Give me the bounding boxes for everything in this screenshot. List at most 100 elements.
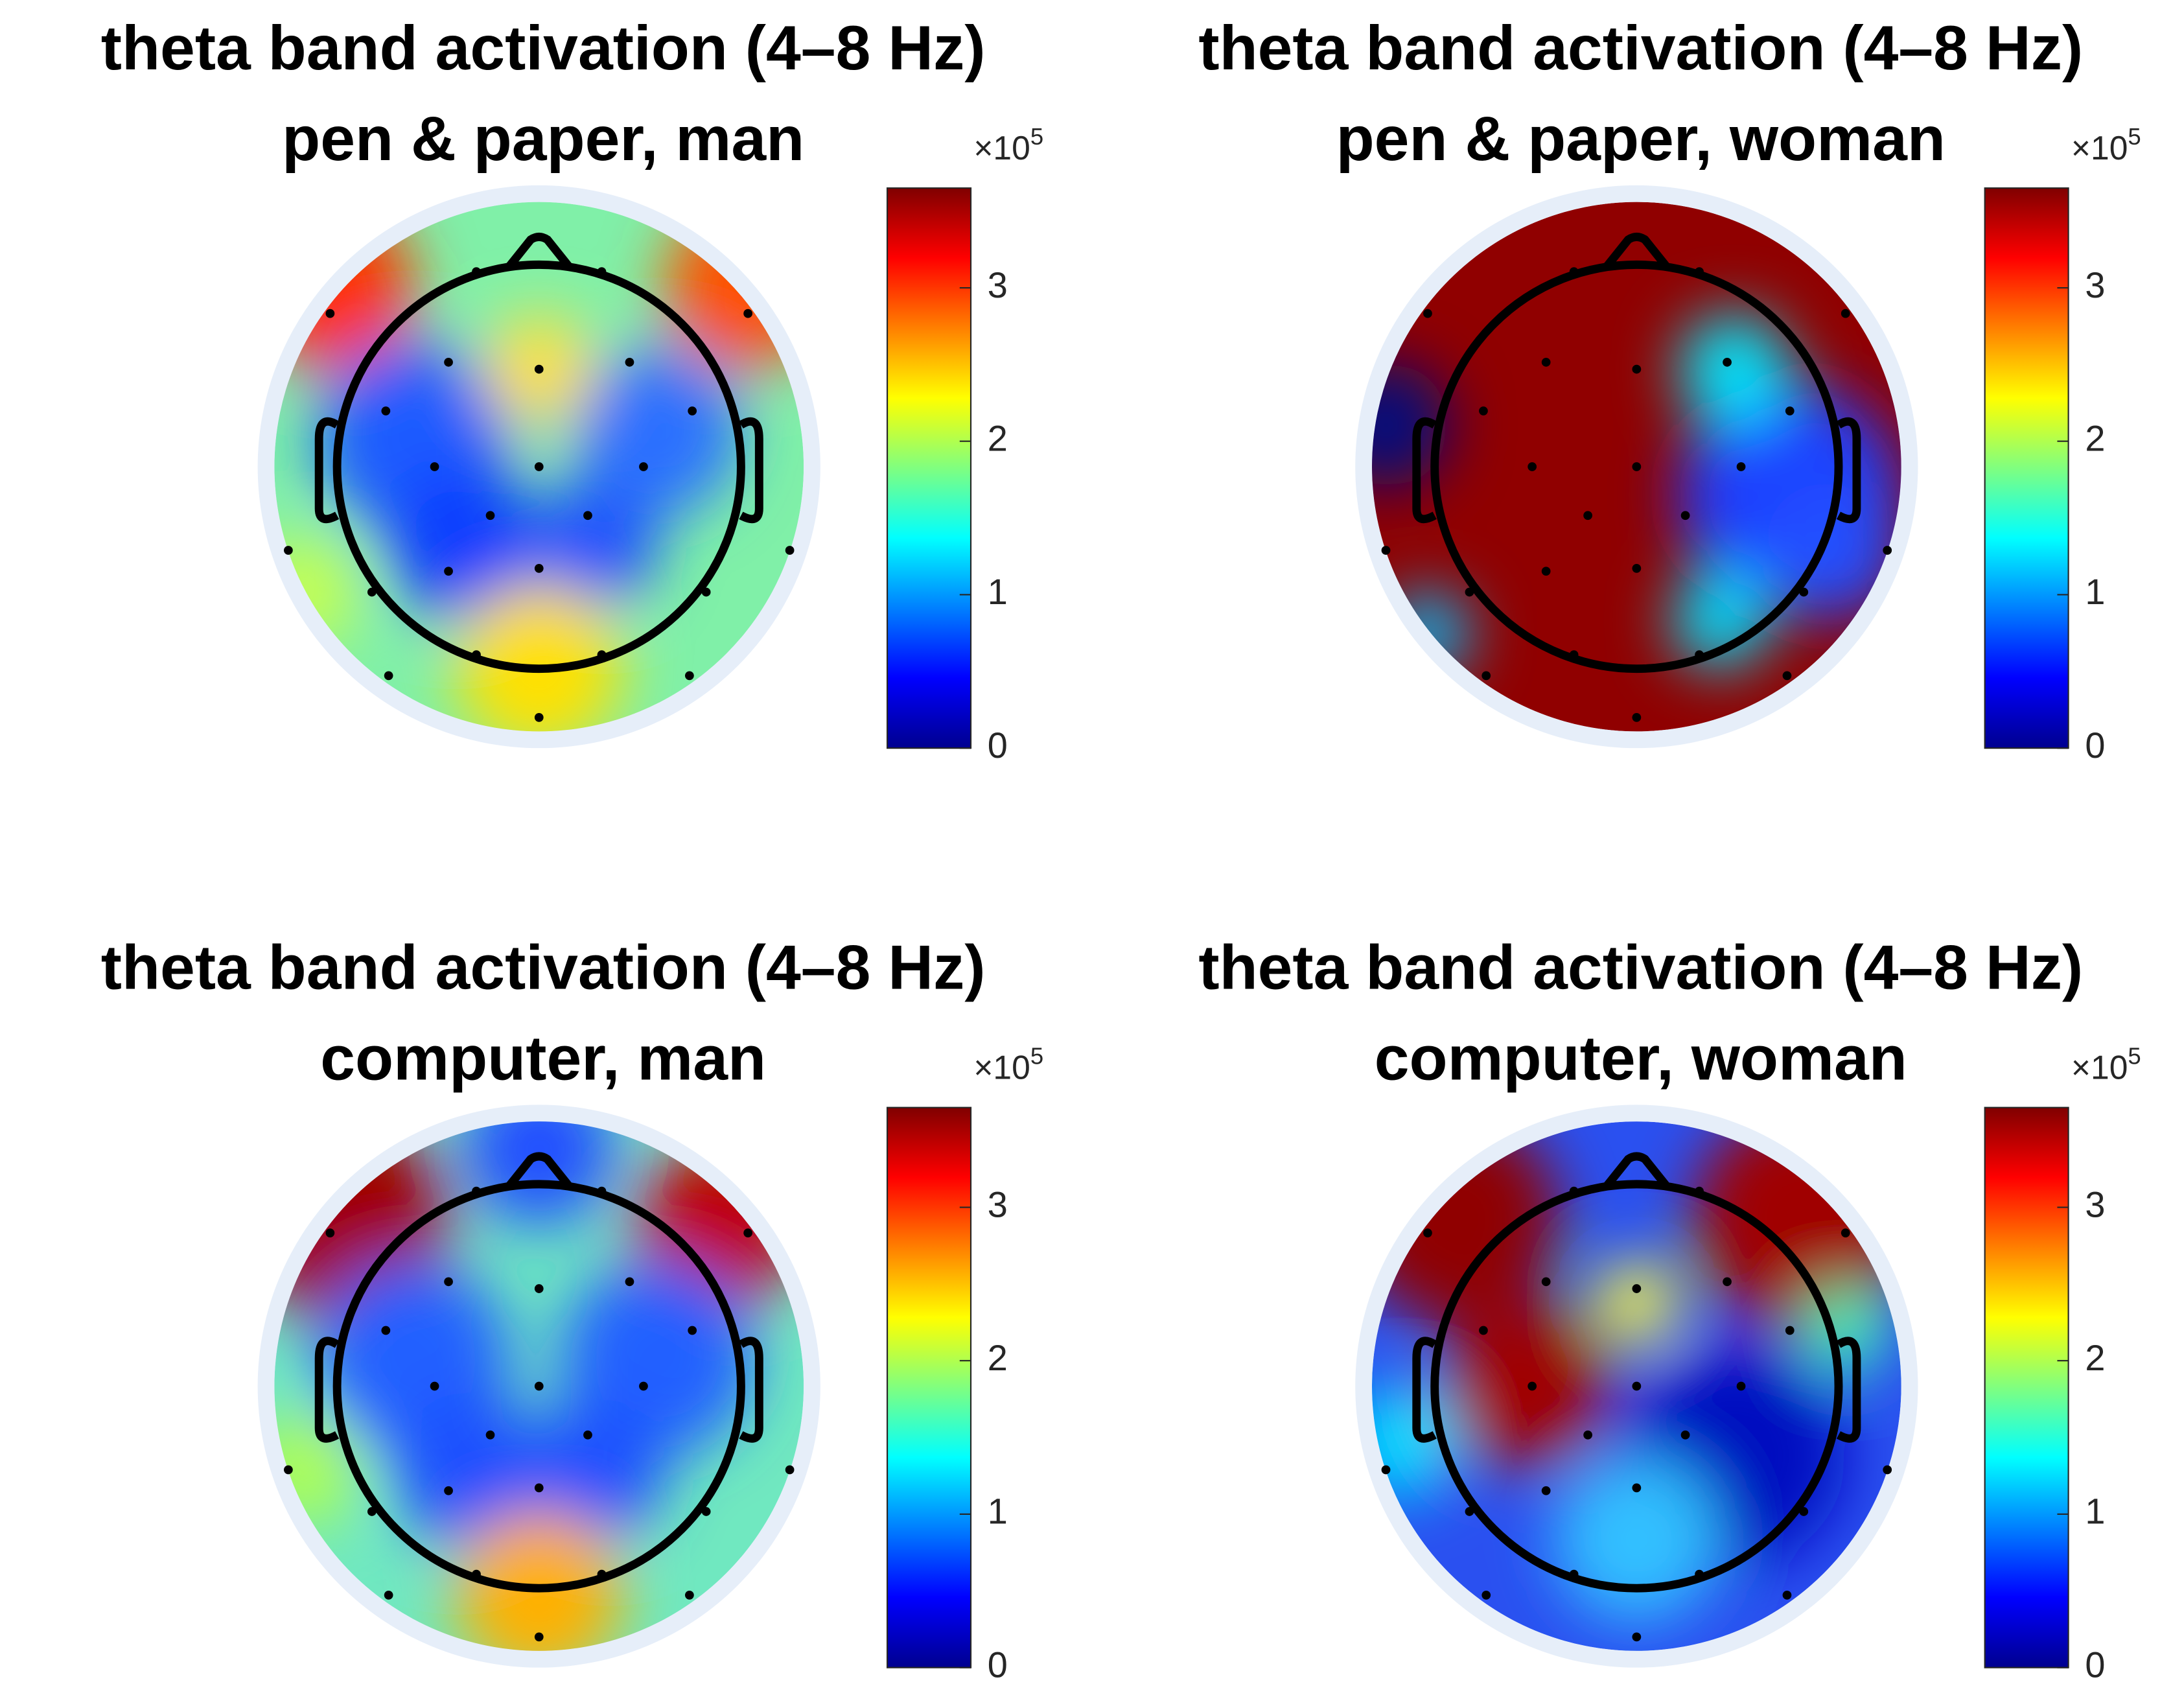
- electrode: [1381, 1465, 1391, 1475]
- electrode: [284, 1465, 293, 1475]
- electrode: [701, 1507, 711, 1516]
- topo-blob: [1441, 1302, 1609, 1470]
- electrode: [1695, 1186, 1704, 1196]
- colorbar-tick-label: 1: [2085, 571, 2105, 612]
- electrode: [785, 1465, 795, 1475]
- electrode: [1481, 671, 1491, 681]
- colorbar-tick-label: 2: [988, 418, 1008, 459]
- electrode: [785, 546, 795, 555]
- topo-blob: [455, 1511, 623, 1651]
- topo-blob: [525, 1400, 665, 1539]
- electrode: [444, 567, 453, 576]
- electrode: [688, 406, 697, 415]
- electrode: [684, 1591, 694, 1600]
- electrode: [684, 671, 694, 681]
- topo-blob: [393, 1393, 546, 1547]
- ear-left: [1412, 1337, 1437, 1443]
- electrode: [1479, 406, 1488, 415]
- electrode: [1841, 309, 1850, 318]
- electrode: [472, 267, 481, 276]
- ear-right: [1836, 1337, 1861, 1443]
- electrode: [367, 1507, 377, 1516]
- nose: [1603, 1152, 1671, 1190]
- topo-blob: [574, 348, 741, 516]
- electrode: [1883, 546, 1892, 555]
- colorbar-multiplier: ×105: [973, 1042, 1043, 1086]
- electrode: [1569, 650, 1579, 660]
- electrode: [1680, 1430, 1690, 1440]
- colorbar-multiplier: ×105: [973, 123, 1043, 166]
- electrode: [534, 1632, 544, 1642]
- multiplier-base: ×10: [2071, 1048, 2128, 1086]
- electrode: [597, 267, 607, 276]
- electrode: [485, 511, 495, 521]
- electrode: [1541, 357, 1551, 367]
- colorbar-multiplier: ×105: [2071, 123, 2141, 166]
- ear-left: [314, 1337, 340, 1443]
- topo-blob: [462, 1121, 616, 1226]
- panel-subtitle: pen & paper, man: [282, 104, 804, 174]
- colorbar-tick-label: 2: [988, 1337, 1008, 1378]
- electrode: [597, 1186, 607, 1196]
- electrode: [1569, 267, 1579, 276]
- multiplier-base: ×10: [973, 129, 1030, 167]
- electrode: [1723, 357, 1732, 367]
- electrode: [1695, 267, 1704, 276]
- colorbar: [1984, 1106, 2069, 1668]
- multiplier-exponent: 5: [2128, 1042, 2141, 1069]
- electrode: [1528, 1381, 1537, 1391]
- electrode: [1782, 671, 1792, 681]
- electrode: [1632, 712, 1642, 722]
- colorbar: [886, 1106, 972, 1668]
- colorbar-tick-label: 3: [988, 264, 1008, 305]
- nose: [505, 232, 574, 270]
- panel: theta band activation (4–8 Hz) pen & pape…: [101, 13, 1043, 766]
- colorbar: [886, 187, 972, 749]
- topo-blobs: [274, 1121, 804, 1651]
- electrode: [1481, 1591, 1491, 1600]
- colorbar: [1984, 187, 2069, 749]
- electrode: [1680, 511, 1690, 521]
- multiplier-exponent: 5: [1030, 1042, 1043, 1069]
- electrode: [1695, 650, 1704, 660]
- colorbar-tick-label: 2: [2085, 418, 2105, 459]
- electrode: [1632, 1632, 1642, 1642]
- electrode: [1583, 1430, 1593, 1440]
- colorbar-multiplier: ×105: [2071, 1042, 2141, 1086]
- colorbar-tick-label: 2: [2085, 1337, 2105, 1378]
- head: [1430, 260, 1843, 673]
- panel-title: theta band activation (4–8 Hz): [101, 13, 986, 83]
- electrode: [430, 462, 439, 471]
- electrode: [485, 1430, 495, 1440]
- panel-title: theta band activation (4–8 Hz): [101, 933, 986, 1003]
- electrode: [1785, 406, 1795, 415]
- electrode: [1583, 511, 1593, 521]
- electrode: [597, 1569, 607, 1579]
- electrode: [1465, 1507, 1474, 1516]
- electrode: [1695, 1569, 1704, 1579]
- colorbar-tick-label: 0: [2085, 725, 2105, 766]
- panel-subtitle: pen & paper, woman: [1336, 104, 1946, 174]
- electrode: [444, 1486, 453, 1495]
- panel-subtitle: computer, man: [320, 1023, 766, 1093]
- ear-right: [739, 1337, 763, 1443]
- electrode: [1632, 1381, 1642, 1391]
- electrode: [472, 650, 481, 660]
- electrode: [384, 1591, 393, 1600]
- electrode: [1381, 546, 1391, 555]
- topo-blob: [1553, 1455, 1721, 1623]
- panel-subtitle: computer, woman: [1375, 1023, 1907, 1093]
- panel-title: theta band activation (4–8 Hz): [1198, 933, 2083, 1003]
- electrode: [384, 671, 393, 681]
- electrode: [688, 1326, 697, 1335]
- electrode: [1785, 1326, 1795, 1335]
- colorbar-tick-label: 0: [988, 725, 1008, 766]
- electrode: [1736, 462, 1746, 471]
- electrode: [1423, 309, 1432, 318]
- topo-blob: [532, 480, 658, 606]
- electrode: [625, 1277, 634, 1287]
- colorbar-tick-label: 0: [988, 1644, 1008, 1685]
- electrode: [1465, 587, 1474, 597]
- electrode: [325, 309, 335, 318]
